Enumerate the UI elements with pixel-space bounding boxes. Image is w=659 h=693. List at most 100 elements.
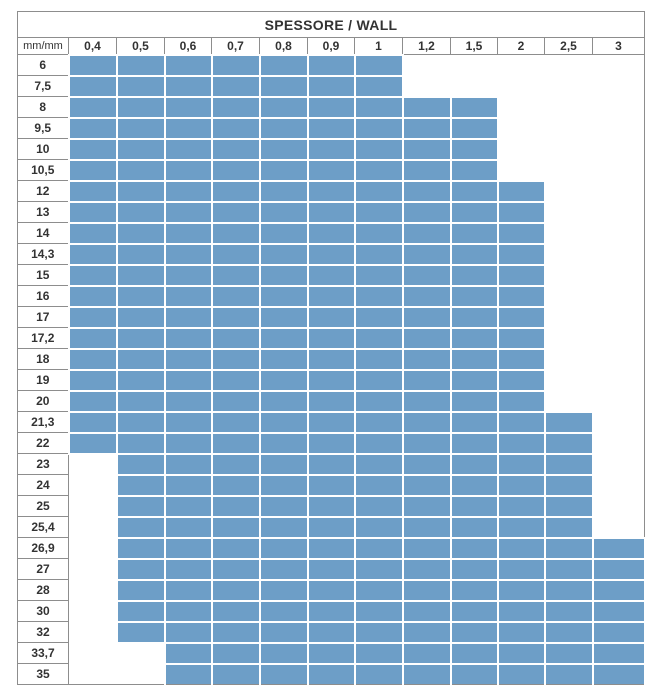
availability-cell [163,179,213,203]
availability-cell [306,116,356,140]
table-row: 24 [17,473,645,497]
availability-cell [210,599,261,623]
availability-cell [210,263,261,287]
availability-cell [163,452,213,476]
availability-cell [496,368,546,392]
empty-cell [545,370,593,391]
row-label-diameter: 24 [17,474,69,496]
availability-cell [258,431,309,455]
availability-cell [543,578,594,602]
availability-cell [210,410,261,434]
empty-cell [498,97,545,118]
empty-cell [117,643,165,664]
empty-cell [116,663,165,685]
row-label-diameter: 19 [17,369,69,391]
empty-cell [545,223,593,244]
column-header-wall: 2,5 [544,37,593,55]
availability-cell [543,557,594,581]
table-title: SPESSORE / WALL [17,11,645,38]
availability-cell [543,410,594,434]
availability-cell [258,347,309,371]
availability-cell [401,326,452,350]
availability-cell [496,515,546,539]
availability-cell [163,242,213,266]
availability-cell [210,389,261,413]
empty-cell [545,160,593,181]
availability-cell [591,662,646,685]
availability-cell [210,368,261,392]
availability-cell [401,515,452,539]
availability-cell [401,284,452,308]
empty-cell [545,139,593,160]
availability-cell [258,536,309,560]
column-header-wall: 0,9 [307,37,355,55]
availability-cell [163,305,213,329]
availability-cell [115,221,166,245]
table-row: 27 [17,557,646,581]
availability-cell [258,137,309,161]
availability-cell [306,368,356,392]
availability-cell [449,158,499,182]
availability-cell [401,431,452,455]
row-label-diameter: 20 [17,390,69,412]
availability-cell [67,326,118,350]
empty-cell [592,138,645,160]
availability-cell [496,578,546,602]
availability-cell [449,452,499,476]
availability-cell [306,515,356,539]
availability-cell [543,515,594,539]
availability-cell [449,242,499,266]
availability-cell [353,53,404,77]
availability-cell [353,158,404,182]
availability-cell [67,284,118,308]
availability-cell [306,494,356,518]
row-label-diameter: 13 [17,201,69,223]
availability-cell [496,284,546,308]
availability-cell [67,410,118,434]
table-row: 9,5 [17,116,645,140]
availability-cell [67,74,118,98]
availability-cell [258,179,309,203]
availability-cell [115,179,166,203]
column-header-row: mm/mm 0,4 0,5 0,6 0,7 0,8 0,9 1 1,2 1,5 2 2,5 3 [17,37,645,55]
availability-cell [258,620,309,644]
availability-cell [210,515,261,539]
availability-cell [163,95,213,119]
availability-cell [401,452,452,476]
availability-cell [401,599,452,623]
availability-cell [353,473,404,497]
table-row: 17 [17,305,645,329]
availability-cell [401,473,452,497]
availability-cell [353,284,404,308]
availability-cell [496,473,546,497]
availability-cell [449,263,499,287]
availability-cell [258,368,309,392]
availability-cell [449,368,499,392]
availability-cell [210,662,261,685]
empty-cell [451,76,498,97]
availability-cell [163,74,213,98]
table-row: 35 [17,662,646,685]
availability-cell [496,557,546,581]
availability-cell [163,158,213,182]
wall-thickness-table: SPESSORE / WALL mm/mm 0,4 0,5 0,6 0,7 0,8 0,9… [17,11,646,685]
row-label-diameter: 14 [17,222,69,244]
availability-cell [258,557,309,581]
availability-cell [496,662,546,685]
availability-cell [306,662,356,685]
availability-cell [306,284,356,308]
availability-cell [449,200,499,224]
availability-cell [210,284,261,308]
table-row: 21,3 [17,410,645,434]
availability-cell [496,452,546,476]
empty-cell [498,118,545,139]
availability-cell [258,599,309,623]
availability-cell [163,221,213,245]
availability-cell [449,620,499,644]
availability-cell [163,200,213,224]
table-row: 17,2 [17,326,645,350]
availability-cell [306,641,356,665]
availability-cell [353,200,404,224]
empty-cell [69,622,117,643]
availability-cell [67,200,118,224]
